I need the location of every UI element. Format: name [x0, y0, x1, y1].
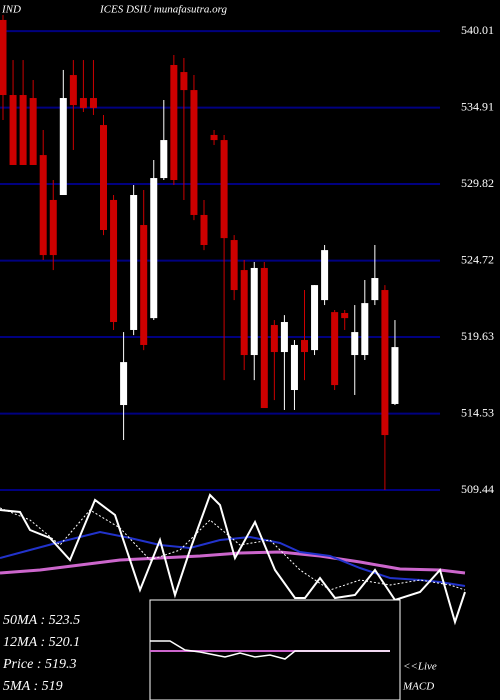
candle-body	[250, 267, 258, 356]
candle-body	[371, 278, 379, 301]
candle-body	[270, 325, 278, 353]
candle-body	[190, 90, 198, 215]
candle-body	[180, 72, 188, 91]
indicator-panel	[0, 493, 466, 626]
candle-body	[120, 362, 128, 406]
candle-body	[351, 332, 359, 356]
candle-body	[150, 178, 158, 319]
candle-body	[9, 95, 17, 165]
y-tick-label: 514.53	[461, 405, 494, 419]
candle-body	[140, 225, 148, 345]
price-line	[0, 493, 466, 626]
candle-body	[381, 290, 389, 436]
candle-body	[160, 140, 168, 179]
candle-body	[321, 250, 329, 301]
candle-body	[220, 140, 228, 239]
candle-body	[230, 240, 238, 291]
candle-body	[311, 285, 319, 351]
candle-body	[290, 344, 298, 391]
ma-dotted-line	[0, 507, 466, 591]
candle-body	[361, 303, 369, 356]
candle-body	[130, 195, 138, 330]
candle-body	[69, 75, 77, 106]
candle-body	[391, 347, 399, 404]
y-tick-label: 519.63	[461, 329, 494, 343]
candle-body	[170, 65, 178, 180]
macd-line	[150, 640, 390, 660]
annotation: Price : 519.3	[2, 657, 76, 672]
y-tick-label: 509.44	[461, 482, 494, 496]
ma-pink-line	[0, 550, 466, 575]
candle-body	[89, 98, 97, 108]
y-tick-label: 524.72	[461, 252, 494, 266]
candle-body	[19, 95, 27, 165]
candle-body	[331, 312, 339, 386]
candle-body	[39, 155, 47, 256]
grid: 540.01 534.91 529.82 524.72 519.63 514.53 509.…	[0, 23, 494, 496]
y-tick-label: 534.91	[461, 99, 494, 113]
candle-body	[280, 322, 288, 353]
live-label: <<Live	[403, 661, 437, 673]
candle-body	[200, 214, 208, 245]
candle-body	[240, 270, 248, 356]
candle-body	[0, 19, 7, 96]
annotation: 12MA : 520.1	[3, 635, 80, 650]
chart-subtitle: ICES DSIU munafasutra.org	[99, 4, 228, 16]
candle-body	[341, 313, 349, 319]
candle-body	[210, 134, 218, 141]
candles	[0, 15, 399, 490]
candle-body	[110, 199, 118, 323]
candle-body	[59, 98, 67, 196]
macd-label: MACD	[402, 681, 434, 693]
candle-body	[100, 125, 107, 230]
chart-title: IND	[1, 4, 21, 16]
candle-body	[260, 267, 268, 409]
candle-body	[29, 98, 37, 165]
candle-body	[49, 199, 57, 256]
y-tick-label: 540.01	[461, 23, 494, 37]
ma-blue-line	[0, 530, 466, 587]
candle-body	[79, 98, 87, 108]
y-tick-label: 529.82	[461, 176, 494, 190]
candle-body	[301, 340, 308, 353]
annotation: 5MA : 519	[3, 679, 63, 694]
annotation: 50MA : 523.5	[3, 613, 80, 628]
